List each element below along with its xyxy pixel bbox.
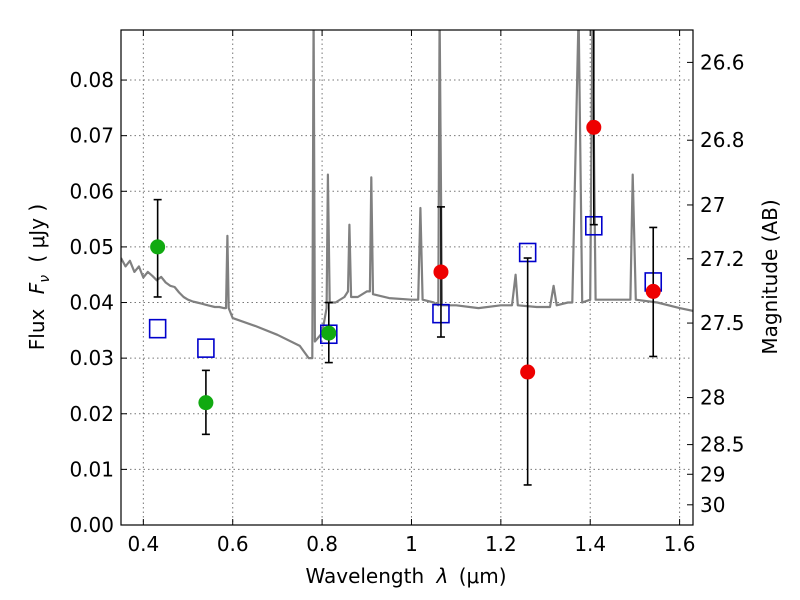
y2-axis-title: Magnitude (AB) (758, 199, 782, 354)
y-tick-label: 0.03 (69, 346, 114, 370)
x-tick-label: 1.6 (664, 532, 696, 556)
data-point (433, 264, 449, 280)
y-tick-label: 0.00 (69, 513, 114, 537)
y2-tick-label: 28 (700, 386, 725, 410)
spectrum-line (121, 30, 693, 360)
grid-lines (121, 30, 693, 526)
data-point (198, 395, 214, 411)
plot-frame (120, 29, 694, 526)
y2-tick-label: 30 (700, 493, 725, 517)
x-tick-label: 0.8 (306, 532, 338, 556)
x-tick-label: 0.4 (127, 532, 159, 556)
y-axis-title: Flux Fν ( μJy ) (25, 204, 54, 350)
y-tick-label: 0.01 (69, 457, 114, 481)
axis-ticks: 0.4 0.6 0.8 1 1.2 1.4 1.6 0.00 0.01 0.02 0.03 0.04 0… (69, 30, 745, 556)
x-axis-title: Wavelength λ (μm) (305, 564, 506, 588)
x-tick-label: 0.6 (217, 532, 249, 556)
data-point (150, 239, 166, 255)
model-photometry-square (148, 318, 167, 339)
y2-tick-label: 26.8 (700, 128, 745, 152)
y2-tick-label: 27 (700, 193, 725, 217)
y-tick-label: 0.04 (69, 291, 114, 315)
y2-tick-label: 28.5 (700, 433, 745, 457)
y2-tick-label: 26.6 (700, 50, 745, 74)
y-tick-label: 0.05 (69, 235, 114, 259)
y2-tick-label: 27.2 (700, 247, 745, 271)
y-tick-label: 0.06 (69, 179, 114, 203)
data-point (321, 325, 337, 341)
y-tick-label: 0.07 (69, 124, 114, 148)
y2-tick-label: 29 (700, 462, 725, 486)
x-tick-label: 1.4 (574, 532, 606, 556)
y-tick-label: 0.08 (69, 68, 114, 92)
y-tick-label: 0.02 (69, 402, 114, 426)
x-tick-label: 1.2 (485, 532, 517, 556)
data-point (586, 119, 602, 135)
model-photometry-square (197, 338, 215, 358)
y2-tick-label: 27.5 (700, 311, 745, 335)
x-tick-label: 1 (405, 532, 418, 556)
data-point (520, 364, 536, 380)
data-point (645, 283, 661, 299)
data-series (121, 30, 693, 486)
